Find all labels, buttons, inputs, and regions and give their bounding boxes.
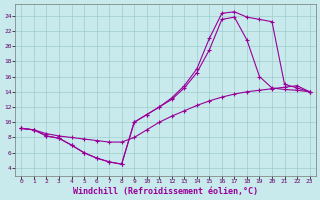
X-axis label: Windchill (Refroidissement éolien,°C): Windchill (Refroidissement éolien,°C) [73, 187, 258, 196]
